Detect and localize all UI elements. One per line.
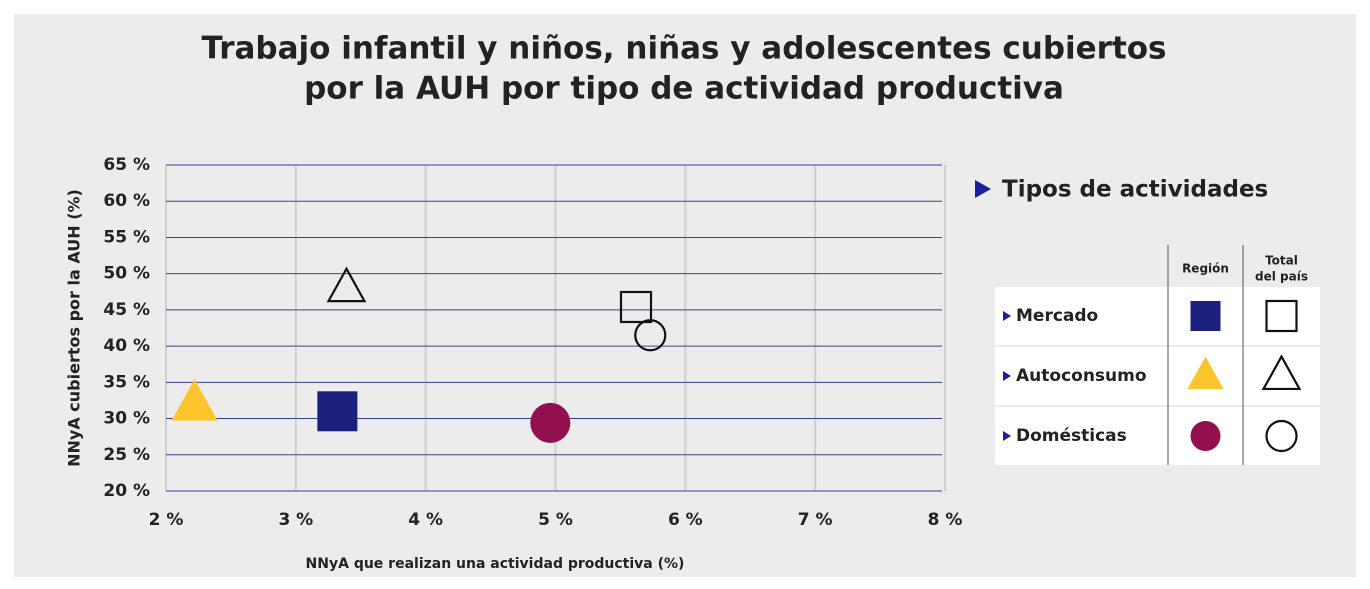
x-tick-label: 6 % [668, 510, 703, 530]
legend-bullet [1003, 311, 1011, 321]
point [530, 402, 571, 443]
legend-row [995, 347, 1320, 405]
legend-marker [1190, 301, 1221, 331]
y-tick-label: 45 % [103, 300, 150, 320]
x-tick-label: 3 % [278, 510, 313, 530]
x-tick-label: 5 % [538, 510, 573, 530]
legend-bullet [1003, 431, 1011, 441]
point [326, 266, 367, 303]
y-tick-label: 30 % [103, 409, 150, 429]
chart-title: por la AUH por tipo de actividad product… [304, 71, 1064, 107]
legend-label: Mercado [1016, 306, 1098, 326]
x-tick-label: 7 % [798, 510, 833, 530]
legend-label: Autoconsumo [1016, 366, 1147, 386]
y-tick-label: 55 % [103, 227, 150, 247]
point [634, 319, 667, 352]
y-tick-label: 50 % [103, 264, 150, 284]
legend-marker [1265, 299, 1298, 333]
legend-label: Domésticas [1016, 426, 1127, 446]
point [171, 379, 218, 421]
x-tick-label: 2 % [149, 510, 184, 530]
point [619, 290, 653, 324]
y-axis-label: NNyA cubiertos por la AUH (%) [65, 189, 84, 467]
legend-header: Total [1265, 254, 1298, 268]
legend-header: del país [1255, 270, 1308, 284]
legend-bullet [975, 180, 991, 198]
legend-title: Tipos de actividades [1002, 177, 1268, 203]
y-tick-label: 60 % [103, 191, 150, 211]
x-axis-label: NNyA que realizan una actividad producti… [306, 556, 685, 572]
legend-marker [1261, 354, 1302, 391]
y-tick-label: 40 % [103, 336, 150, 356]
legend-header: Región [1182, 262, 1229, 276]
legend-marker [1187, 356, 1224, 389]
point [317, 391, 358, 432]
y-tick-label: 65 % [103, 155, 150, 175]
legend-bullet [1003, 371, 1011, 381]
x-tick-label: 4 % [408, 510, 443, 530]
x-tick-label: 8 % [928, 510, 963, 530]
y-tick-label: 20 % [103, 481, 150, 501]
y-tick-label: 35 % [103, 372, 150, 392]
chart-title: Trabajo infantil y niños, niñas y adoles… [201, 31, 1166, 67]
y-tick-label: 25 % [103, 445, 150, 465]
legend-marker [1265, 419, 1298, 453]
legend-marker [1190, 421, 1221, 451]
